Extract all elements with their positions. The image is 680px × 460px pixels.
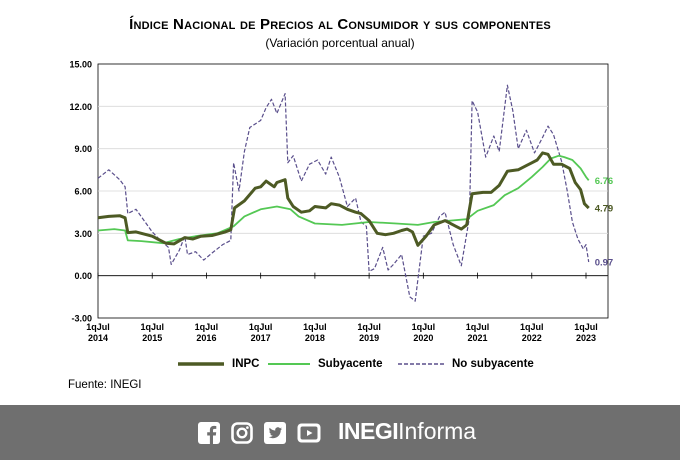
series-line-subyacente	[97, 154, 590, 245]
x-tick-label: 1qJul	[140, 322, 164, 332]
inegi-informa-logo: INEGIInforma	[338, 418, 476, 445]
x-tick-year: 2022	[522, 333, 542, 343]
y-tick-label: 9.00	[74, 144, 92, 154]
facebook-icon[interactable]	[198, 422, 220, 444]
y-tick-label: 0.00	[74, 271, 92, 281]
y-tick-label: 3.00	[74, 229, 92, 239]
x-tick-year: 2015	[142, 333, 162, 343]
brand-light: Informa	[398, 418, 477, 444]
series-line-inpc	[97, 151, 590, 247]
social-icons	[198, 422, 321, 444]
y-tick-label: 12.00	[69, 102, 92, 112]
x-tick-year: 2021	[468, 333, 488, 343]
instagram-icon[interactable]	[231, 422, 253, 444]
x-tick-year: 2016	[196, 333, 216, 343]
chart-legend: INPC Subyacente No subyacente	[0, 355, 680, 373]
legend-item-inpc: INPC	[178, 355, 259, 373]
end-label-inpc: 4.79	[595, 204, 614, 215]
legend-swatch-no-subyacente	[398, 363, 444, 365]
x-tick-label: 1qJul	[412, 322, 436, 332]
x-tick-label: 1qJul	[357, 322, 381, 332]
x-tick-label: 1qJul	[303, 322, 327, 332]
x-tick-label: 1qJul	[249, 322, 273, 332]
chart-title: Índice Nacional de Precios al Consumidor…	[129, 16, 551, 33]
x-tick-label: 1qJul	[574, 322, 598, 332]
end-label-subyacente: 6.76	[595, 176, 614, 187]
chart-subtitle: (Variación porcentual anual)	[265, 36, 415, 50]
x-tick-year: 2019	[359, 333, 379, 343]
legend-label-subyacente: Subyacente	[318, 358, 383, 370]
footer-bar: INEGIInforma	[0, 405, 680, 460]
x-tick-label: 1qJul	[195, 322, 219, 332]
legend-swatch-inpc	[178, 362, 224, 366]
x-tick-label: 1qJul	[86, 322, 110, 332]
x-tick-label: 1qJul	[520, 322, 544, 332]
x-tick-year: 2018	[305, 333, 325, 343]
legend-label-inpc: INPC	[232, 358, 260, 370]
source-note: Fuente: INEGI	[68, 379, 142, 391]
twitter-icon[interactable]	[264, 422, 286, 444]
youtube-icon[interactable]	[297, 422, 321, 444]
x-tick-year: 2014	[88, 333, 108, 343]
y-tick-label: -3.00	[71, 314, 92, 324]
x-tick-year: 2023	[576, 333, 596, 343]
y-tick-label: 15.00	[69, 60, 92, 70]
x-tick-year: 2020	[413, 333, 433, 343]
x-tick-year: 2017	[251, 333, 271, 343]
end-label-no-subyacente: 0.97	[595, 257, 614, 268]
x-tick-label: 1qJul	[466, 322, 490, 332]
legend-swatch-subyacente	[268, 363, 310, 365]
legend-item-no-subyacente: No subyacente	[398, 355, 534, 373]
legend-item-subyacente: Subyacente	[268, 355, 383, 373]
brand-bold: INEGI	[338, 418, 399, 444]
y-tick-label: 6.00	[74, 187, 92, 197]
legend-label-no-subyacente: No subyacente	[452, 358, 534, 370]
